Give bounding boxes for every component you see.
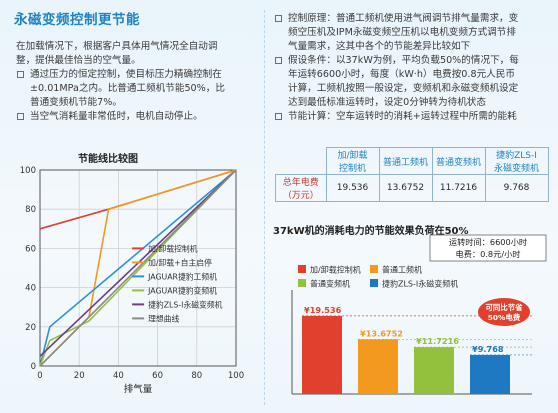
intro-line-1: 在加载情况下，根据客户具体用气情况全自动调 bbox=[16, 41, 218, 52]
savings-badge bbox=[478, 298, 530, 326]
legend-swatch bbox=[298, 279, 306, 287]
bullet-line: 年运转6600小时，每度（kW·h）电费按0.8元人民币 bbox=[288, 69, 515, 80]
table-corner bbox=[275, 147, 327, 175]
intro-line-2: 整，提供最佳恰当的空气量。 bbox=[16, 55, 141, 66]
legend-label: 普通变频机 bbox=[310, 279, 350, 289]
x-tick-label: 20 bbox=[74, 371, 85, 381]
x-tick-label: 60 bbox=[152, 371, 163, 381]
x-axis-label: 排气量 bbox=[124, 383, 153, 395]
bullet-line: 假设条件：以37kW为例，平均负载50%的情况下，每 bbox=[288, 55, 519, 66]
bar-value-label: ¥13.6752 bbox=[360, 328, 403, 338]
y-tick-label: 100 bbox=[20, 166, 36, 176]
x-tick-label: 0 bbox=[37, 371, 42, 381]
legend-label: JAGUAR捷豹变频机 bbox=[147, 285, 217, 295]
legend-swatch bbox=[370, 279, 378, 287]
bullet-line: 通过压力的恒定控制，使目标压力精确控制在 bbox=[30, 69, 222, 80]
bullet-line: 控制原理：普通工频机使用进气阀调节排气量需求，变 bbox=[288, 13, 519, 24]
bullet-line: 计算，工频机按照一般设定，变频机和永磁变频机设定 bbox=[288, 83, 519, 94]
y-tick-label: 40 bbox=[25, 284, 36, 294]
legend-label: 加/卸载+自主启停 bbox=[148, 257, 212, 267]
table-header: 普通工频机 bbox=[378, 147, 433, 175]
legend-swatch bbox=[298, 265, 306, 273]
table-cell: 13.6752 bbox=[378, 174, 433, 202]
left-text: 在加载情况下，根据客户具体用气情况全自动调 整，提供最佳恰当的空气量。 通过压力… bbox=[16, 40, 264, 124]
legend-label: 理想曲线 bbox=[148, 313, 179, 323]
x-tick-label: 80 bbox=[191, 371, 202, 381]
bullet-autostop: 当空气消耗量非常低时，电机自动停止。 bbox=[16, 110, 264, 124]
info-price: 电费：0.8元/小时 bbox=[456, 249, 521, 259]
bar bbox=[414, 347, 454, 394]
bullet-line: 普通变频机节能7%。 bbox=[30, 97, 122, 108]
table-header: 捷豹ZLS-Ⅰ 永磁变频机 bbox=[484, 147, 549, 175]
bar-value-label: ¥11.7216 bbox=[416, 336, 459, 346]
plot-frame bbox=[39, 169, 237, 367]
info-box bbox=[429, 234, 547, 262]
bullet-line: 节能计算：空车运转时的消耗+运转过程中所需的能耗 bbox=[288, 111, 517, 122]
bullet-pressure: 通过压力的恒定控制，使目标压力精确控制在 ±0.01MPa之内。比普通工频机节能… bbox=[16, 68, 264, 110]
column-divider bbox=[264, 10, 265, 405]
bar-chart-title: 37kW机的消耗电力的节能效果负荷在50% bbox=[273, 226, 469, 237]
series-line bbox=[39, 169, 237, 367]
line-chart-title: 节能线比较图 bbox=[78, 152, 138, 165]
table-cell: 11.7216 bbox=[431, 174, 486, 202]
right-text: 控制原理：普通工频机使用进气阀调节排气量需求，变 频空压机及IPM永磁变频空压机… bbox=[274, 12, 550, 124]
legend-swatch bbox=[370, 265, 378, 273]
y-tick-label: 0 bbox=[31, 362, 36, 372]
line-chart: 节能线比较图 0 20 40 60 80 100 0 20 40 60 80 100 排气量 加/卸载控制机… bbox=[20, 152, 244, 395]
table-row-label: 总年电费 （万元） bbox=[275, 174, 327, 202]
bar bbox=[470, 354, 510, 394]
bar-value-label: ¥9.768 bbox=[472, 344, 504, 354]
bullet-principle: 控制原理：普通工频机使用进气阀调节排气量需求，变 频空压机及IPM永磁变频空压机… bbox=[274, 12, 550, 54]
savings-badge-line: 50%电费 bbox=[488, 313, 521, 322]
savings-badge-line: 可同比节省 bbox=[486, 303, 524, 312]
legend-label: JAGUAR捷豹工频机 bbox=[147, 271, 217, 281]
bullet-assumption: 假设条件：以37kW为例，平均负载50%的情况下，每 年运转6600小时，每度（… bbox=[274, 54, 550, 110]
bar-value-label: ¥19.536 bbox=[304, 305, 342, 315]
bar bbox=[302, 315, 342, 394]
table-header: 普通变频机 bbox=[431, 147, 486, 175]
y-tick-label: 80 bbox=[25, 205, 36, 215]
legend-label: 捷豹ZLS-Ⅰ永磁变频机 bbox=[382, 279, 458, 289]
legend-label: 捷豹ZLS-Ⅰ永磁变频机 bbox=[148, 299, 223, 309]
table-cell: 19.536 bbox=[325, 174, 380, 202]
legend-label: 普通工频机 bbox=[382, 265, 422, 275]
table-header: 加/卸载 控制机 bbox=[325, 147, 380, 175]
legend-label: 加/卸载控制机 bbox=[310, 265, 361, 275]
page-title: 永磁变频控制更节能 bbox=[14, 12, 140, 28]
info-runtime: 运转时间：6600小时 bbox=[449, 237, 527, 247]
bullet-line: 气量需求，这其中各个的节能差异比较如下 bbox=[288, 41, 471, 52]
bullet-line: 频空压机及IPM永磁变频空压机以电机变频方式调节排 bbox=[288, 27, 516, 38]
bullet-line: 当空气消耗量非常低时，电机自动停止。 bbox=[30, 111, 203, 122]
x-tick-label: 40 bbox=[113, 371, 124, 381]
cost-table: 加/卸载 控制机 普通工频机 普通变频机 捷豹ZLS-Ⅰ 永磁变频机 总年电费 （万元… bbox=[275, 147, 549, 202]
x-tick-label: 100 bbox=[228, 371, 244, 381]
bullet-line: ±0.01MPa之内。比普通工频机节能50%，比 bbox=[30, 83, 225, 94]
bar bbox=[358, 339, 398, 394]
series-line bbox=[39, 169, 237, 367]
bullet-calculation: 节能计算：空车运转时的消耗+运转过程中所需的能耗 bbox=[274, 110, 550, 124]
y-tick-label: 60 bbox=[25, 244, 36, 254]
y-tick-label: 20 bbox=[25, 323, 36, 333]
bullet-line: 达到最低标准运转时，设定0分钟转为待机状态 bbox=[288, 97, 486, 108]
legend-label: 加/卸载控制机 bbox=[148, 243, 198, 253]
table-cell: 9.768 bbox=[484, 174, 549, 202]
